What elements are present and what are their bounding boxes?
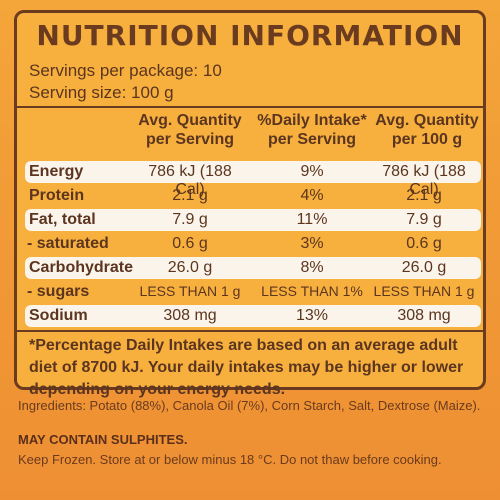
row-name: - saturated	[27, 235, 109, 252]
row-per-serving: 786 kJ (188 Cal)	[148, 163, 232, 198]
row-name: Fat, total	[29, 211, 96, 228]
row-fat-total: Fat, total 7.9 g 11% 7.9 g	[25, 209, 481, 231]
divider-bottom	[17, 330, 483, 332]
row-per-serving: LESS THAN 1 g	[139, 283, 241, 299]
row-per-100g: 308 mg	[397, 307, 451, 324]
row-daily-intake: 9%	[300, 163, 324, 180]
row-name: Energy	[29, 163, 84, 180]
row-per-100g: 786 kJ (188 Cal)	[382, 163, 466, 198]
header-avg-per-100g: Avg. Quantity per 100 g	[375, 112, 479, 148]
row-daily-intake: 11%	[296, 211, 328, 228]
row-per-serving: 0.6 g	[172, 235, 208, 252]
row-per-serving: 2.1 g	[172, 187, 208, 204]
ingredients-text: Ingredients: Potato (88%), Canola Oil (7…	[18, 398, 481, 413]
row-per-100g: 26.0 g	[401, 259, 447, 276]
nutrition-panel: NUTRITION INFORMATION Servings per packa…	[14, 10, 486, 398]
nutrition-title: NUTRITION INFORMATION	[36, 19, 464, 52]
row-carbohydrate: Carbohydrate 26.0 g 8% 26.0 g	[25, 257, 481, 279]
row-daily-intake: LESS THAN 1%	[261, 283, 363, 299]
row-sugars: - sugars LESS THAN 1 g LESS THAN 1% LESS…	[25, 281, 481, 303]
row-sodium: Sodium 308 mg 13% 308 mg	[25, 305, 481, 327]
row-name: Carbohydrate	[29, 259, 134, 276]
storage-instructions: Keep Frozen. Store at or below minus 18 …	[18, 452, 442, 467]
row-per-serving: 308 mg	[163, 307, 217, 324]
allergen-warning: MAY CONTAIN SULPHITES.	[18, 432, 188, 447]
daily-intake-note: *Percentage Daily Intakes are based on a…	[29, 337, 464, 398]
header-daily-intake: %Daily Intake* per Serving	[257, 112, 367, 148]
serving-size: Serving size: 100 g	[29, 83, 174, 102]
row-name: Protein	[29, 187, 85, 204]
row-per-serving: 7.9 g	[172, 211, 208, 228]
table-header: Avg. Quantity per Serving %Daily Intake*…	[17, 111, 483, 155]
row-name: Sodium	[29, 307, 88, 324]
row-per-100g: 7.9 g	[406, 211, 442, 228]
servings-per-package: Servings per package: 10	[29, 61, 222, 80]
row-per-100g: 2.1 g	[406, 187, 442, 204]
row-protein: Protein 2.1 g 4% 2.1 g	[25, 185, 481, 207]
row-daily-intake: 3%	[300, 235, 324, 252]
row-daily-intake: 4%	[300, 187, 324, 204]
row-per-100g: 0.6 g	[406, 235, 442, 252]
row-daily-intake: 13%	[295, 307, 329, 324]
row-per-serving: 26.0 g	[167, 259, 213, 276]
divider-top	[17, 106, 483, 108]
row-energy: Energy 786 kJ (188 Cal) 9% 786 kJ (188 C…	[25, 161, 481, 198]
row-saturated: - saturated 0.6 g 3% 0.6 g	[25, 233, 481, 255]
row-name: - sugars	[27, 283, 90, 300]
row-daily-intake: 8%	[300, 259, 324, 276]
row-per-100g: LESS THAN 1 g	[373, 283, 475, 299]
header-avg-per-serving: Avg. Quantity per Serving	[138, 112, 242, 148]
